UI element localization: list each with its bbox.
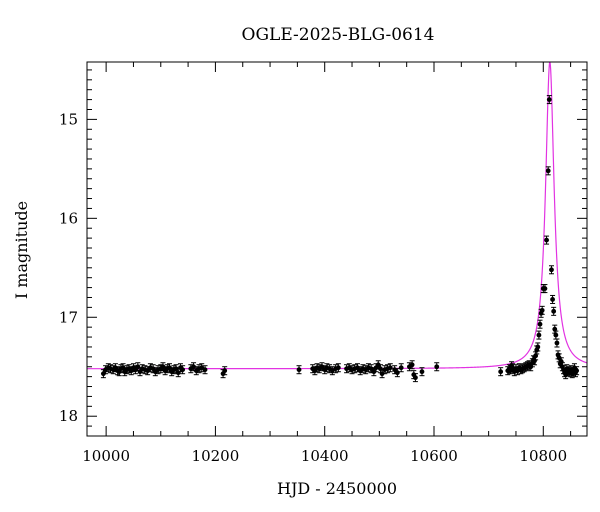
point-marker (135, 364, 141, 370)
x-tick-label: 10400 (301, 447, 349, 465)
point-marker (498, 369, 504, 375)
chart-title: OGLE-2025-BLG-0614 (242, 25, 435, 45)
point-marker (546, 97, 552, 102)
point-marker (549, 267, 554, 273)
point-marker (222, 368, 228, 374)
data-point (412, 373, 418, 383)
point-marker (409, 362, 415, 368)
x-tick-label: 10600 (410, 447, 458, 465)
point-marker (296, 367, 302, 373)
data-point (550, 294, 556, 304)
point-marker (553, 332, 559, 338)
point-marker (554, 340, 560, 346)
data-point (551, 306, 557, 316)
point-marker (551, 308, 557, 314)
point-marker (533, 353, 539, 359)
point-marker (419, 369, 425, 375)
point-marker (552, 326, 558, 332)
data-point (546, 95, 552, 105)
point-marker (335, 365, 341, 371)
data-point (296, 365, 302, 375)
data-point (539, 305, 545, 315)
y-axis-label: I magnitude (12, 201, 31, 299)
data-point (409, 360, 415, 370)
point-marker (379, 371, 385, 377)
point-marker (398, 365, 404, 371)
data-point (202, 365, 208, 375)
point-marker (574, 368, 580, 374)
y-tick-label: 18 (59, 407, 78, 425)
data-point (536, 330, 542, 340)
point-marker (535, 344, 541, 350)
data-point (552, 324, 558, 334)
data-point (542, 284, 548, 294)
data-point (222, 366, 228, 376)
x-tick-label: 10000 (82, 447, 130, 465)
data-point (188, 364, 194, 374)
model-curve (87, 62, 587, 370)
data-point (387, 363, 393, 373)
x-tick-label: 10200 (192, 447, 240, 465)
point-marker (542, 286, 548, 291)
x-axis-label: HJD - 2450000 (277, 479, 397, 498)
data-point (554, 338, 560, 348)
data-point (553, 330, 559, 340)
x-tick-label: 10800 (519, 447, 567, 465)
data-point (344, 364, 350, 374)
point-marker (539, 307, 545, 313)
point-marker (180, 367, 186, 373)
data-point (419, 367, 425, 377)
data-point (335, 363, 341, 373)
axes: 10000 10200 10400 10600 10800 15 16 17 18 (59, 61, 588, 465)
point-marker (394, 370, 400, 376)
data-point (498, 367, 504, 377)
data-point (574, 366, 580, 376)
model-curve-layer (87, 62, 587, 370)
y-axis-ticks: 15 16 17 18 (59, 69, 587, 437)
data-point (545, 166, 551, 176)
data-point (152, 367, 158, 377)
data-point (107, 364, 113, 374)
point-marker (413, 375, 418, 381)
point-marker (536, 332, 542, 338)
point-marker (175, 370, 181, 376)
point-marker (558, 359, 564, 365)
point-marker (202, 367, 208, 373)
point-marker (191, 364, 196, 370)
y-tick-label: 17 (59, 308, 78, 326)
data-point (398, 363, 404, 373)
data-point (537, 319, 543, 329)
point-marker (550, 297, 555, 302)
data-points-layer (100, 95, 580, 383)
point-marker (544, 237, 549, 243)
data-point (180, 365, 186, 375)
point-marker (545, 168, 551, 174)
data-point (544, 235, 550, 245)
data-point (535, 342, 541, 352)
data-point (139, 364, 145, 374)
data-point (548, 265, 554, 275)
data-point (193, 366, 199, 376)
point-marker (537, 321, 543, 327)
data-point (394, 368, 400, 378)
y-tick-label: 16 (59, 209, 78, 227)
y-tick-label: 15 (59, 110, 78, 128)
plot-frame (86, 61, 588, 437)
point-marker (532, 358, 537, 364)
data-point (329, 366, 335, 376)
data-point (327, 364, 333, 374)
point-marker (434, 364, 440, 370)
plot-area (87, 62, 587, 383)
x-axis-ticks: 10000 10200 10400 10600 10800 (82, 62, 572, 465)
point-marker (387, 365, 393, 371)
data-point (434, 362, 440, 372)
